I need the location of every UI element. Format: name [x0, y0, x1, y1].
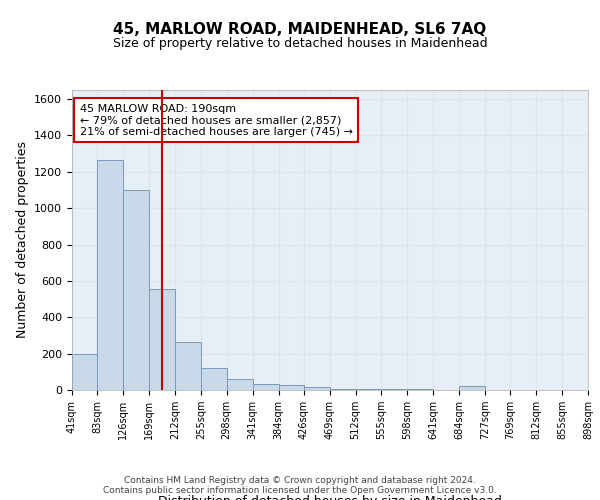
Bar	[304, 388, 329, 390]
Bar	[329, 389, 356, 390]
Bar	[278, 386, 304, 390]
Bar	[201, 368, 227, 390]
Bar	[123, 190, 149, 390]
Text: Size of property relative to detached houses in Maidenhead: Size of property relative to detached ho…	[113, 38, 487, 51]
Y-axis label: Number of detached properties: Number of detached properties	[16, 142, 29, 338]
Bar	[407, 389, 433, 390]
Bar	[253, 384, 278, 390]
Text: 45 MARLOW ROAD: 190sqm
← 79% of detached houses are smaller (2,857)
21% of semi-: 45 MARLOW ROAD: 190sqm ← 79% of detached…	[80, 104, 353, 136]
Text: Contains HM Land Registry data © Crown copyright and database right 2024.
Contai: Contains HM Land Registry data © Crown c…	[103, 476, 497, 495]
Bar	[382, 389, 407, 390]
Bar	[356, 389, 382, 390]
Text: 45, MARLOW ROAD, MAIDENHEAD, SL6 7AQ: 45, MARLOW ROAD, MAIDENHEAD, SL6 7AQ	[113, 22, 487, 38]
Bar	[149, 289, 175, 390]
X-axis label: Distribution of detached houses by size in Maidenhead: Distribution of detached houses by size …	[158, 495, 502, 500]
Bar	[72, 354, 98, 390]
Bar	[227, 379, 253, 390]
Bar	[459, 386, 485, 390]
Bar	[97, 160, 123, 390]
Bar	[175, 342, 201, 390]
